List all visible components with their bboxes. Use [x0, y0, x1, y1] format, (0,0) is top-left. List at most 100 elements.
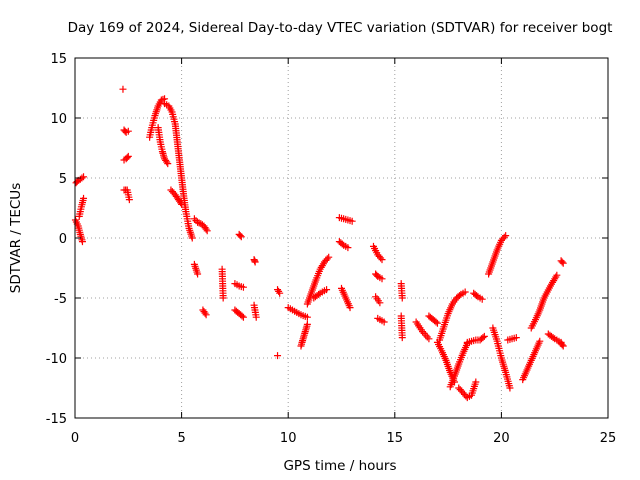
- y-tick-label: -10: [46, 352, 67, 367]
- data-series-segment: [446, 340, 471, 391]
- data-point: [478, 295, 486, 303]
- data-series-segment: [489, 324, 514, 392]
- data-point: [323, 255, 331, 263]
- data-point: [119, 85, 127, 93]
- data-point: [251, 258, 259, 266]
- data-point: [202, 311, 210, 319]
- data-point: [276, 289, 284, 297]
- data-series-segment: [71, 216, 86, 246]
- data-point: [123, 154, 131, 162]
- y-tick-label: 10: [50, 112, 67, 127]
- x-axis-label: GPS time / hours: [283, 458, 396, 474]
- data-series-segment: [425, 312, 441, 327]
- data-series-segment: [75, 194, 88, 220]
- x-tick-label: 25: [600, 431, 617, 446]
- data-point: [219, 294, 227, 302]
- data-point: [455, 292, 463, 300]
- data-point: [500, 233, 508, 241]
- data-series-segment: [120, 186, 133, 204]
- data-series-segment: [120, 126, 132, 136]
- data-point: [377, 254, 385, 262]
- data-series-segment: [557, 257, 567, 267]
- data-series-segment: [274, 352, 282, 360]
- data-series-segment: [397, 312, 406, 342]
- data-point: [376, 299, 384, 307]
- data-point: [506, 384, 514, 392]
- data-point: [536, 337, 544, 345]
- data-point: [203, 227, 211, 235]
- data-series-segment: [274, 286, 284, 297]
- data-point: [274, 352, 282, 360]
- data-point: [239, 313, 247, 321]
- data-series-segment: [397, 280, 406, 302]
- chart-title: Day 169 of 2024, Sidereal Day-to-day VTE…: [68, 20, 613, 36]
- tick-layer: 0 5 10 15 20 25 -15 -10 -5 0 5 10 15: [46, 52, 617, 446]
- data-series-segment: [519, 337, 544, 384]
- data-series-segment: [119, 85, 127, 93]
- data-series-segment: [120, 152, 132, 164]
- data-series-segment: [250, 256, 259, 266]
- data-series-segment: [470, 289, 486, 303]
- data-point: [178, 200, 186, 208]
- data-series-segment: [190, 215, 211, 235]
- data-point: [238, 312, 246, 320]
- data-series-segment: [190, 260, 202, 278]
- data-series-segment: [372, 270, 386, 283]
- data-point: [201, 309, 209, 317]
- data-series-segment: [161, 100, 196, 242]
- data-point: [252, 313, 260, 321]
- data-series-segment: [485, 232, 510, 278]
- data-series-segment: [250, 301, 260, 321]
- x-tick-label: 10: [280, 431, 297, 446]
- data-point: [348, 217, 356, 225]
- data-point: [558, 341, 566, 349]
- data-point: [344, 244, 352, 252]
- data-point: [559, 259, 567, 267]
- data-point: [323, 286, 331, 294]
- data-point: [380, 318, 388, 326]
- data-series-segment: [338, 284, 354, 312]
- y-tick-label: 0: [59, 232, 67, 247]
- data-series-segment: [218, 265, 227, 302]
- data-point: [472, 378, 480, 386]
- grid-layer: [75, 58, 608, 418]
- data-series-segment: [167, 186, 186, 208]
- x-tick-label: 15: [387, 431, 404, 446]
- data-point: [502, 232, 510, 240]
- data-point: [461, 288, 469, 296]
- data-series-segment: [335, 214, 356, 225]
- data-point: [80, 173, 88, 181]
- data-series-segment: [557, 340, 567, 350]
- data-series-segment: [374, 314, 388, 326]
- data-point: [378, 256, 386, 264]
- data-point: [315, 290, 323, 298]
- data-point: [338, 240, 346, 248]
- data-series-segment: [303, 253, 333, 308]
- data-layer: [71, 85, 567, 402]
- data-point: [325, 253, 333, 261]
- data-series-segment: [146, 95, 169, 141]
- data-point: [432, 318, 440, 326]
- data-point: [303, 320, 311, 328]
- data-point: [188, 234, 196, 242]
- data-point: [378, 275, 386, 283]
- x-tick-label: 0: [71, 431, 79, 446]
- data-point: [78, 238, 86, 246]
- data-point: [433, 319, 441, 327]
- data-point: [473, 292, 481, 300]
- data-series-segment: [455, 378, 480, 402]
- data-point: [549, 334, 557, 342]
- data-point: [80, 194, 88, 202]
- data-point: [553, 271, 561, 279]
- data-point: [202, 225, 210, 233]
- data-point: [164, 160, 172, 168]
- y-axis-label: SDTVAR / TECUs: [8, 183, 24, 293]
- data-point: [512, 334, 520, 342]
- data-series-segment: [544, 330, 565, 346]
- data-point: [425, 335, 433, 343]
- data-point: [194, 270, 202, 278]
- data-series-segment: [504, 334, 520, 344]
- data-series-segment: [463, 332, 488, 346]
- x-tick-label: 20: [493, 431, 510, 446]
- data-series-segment: [284, 304, 311, 321]
